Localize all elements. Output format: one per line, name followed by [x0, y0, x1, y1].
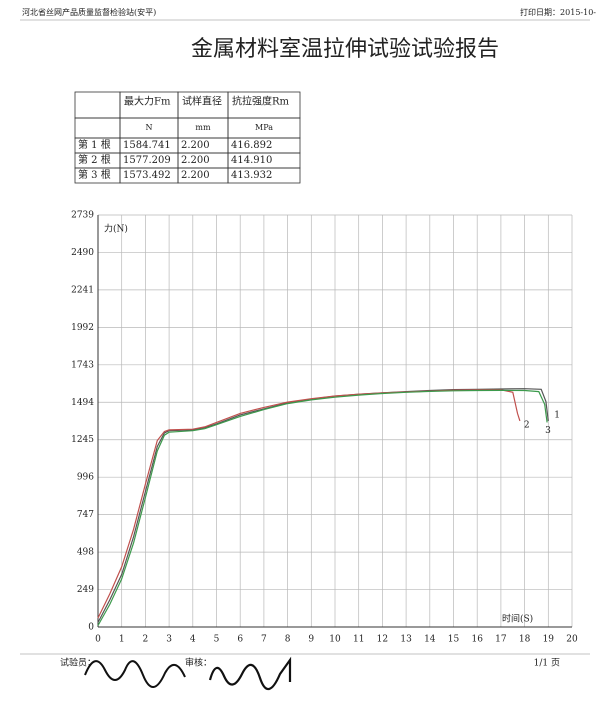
footer-tester: 试验员： [60, 657, 96, 669]
y-tick-label: 249 [77, 585, 94, 595]
signature [208, 656, 292, 691]
x-tick-label: 1 [119, 635, 125, 645]
series-label: 3 [545, 426, 551, 436]
table-value: 1577.209 [123, 155, 171, 166]
table-unit: N [146, 123, 153, 132]
x-tick-label: 10 [329, 635, 341, 645]
signature [84, 660, 186, 688]
y-tick-label: 0 [88, 623, 94, 633]
x-tick-label: 2 [143, 635, 149, 645]
x-tick-label: 0 [95, 635, 101, 645]
table-value: 1573.492 [123, 170, 171, 181]
y-tick-label: 1245 [71, 435, 94, 445]
table-unit: mm [195, 123, 211, 132]
x-tick-label: 19 [543, 635, 555, 645]
x-tick-label: 18 [519, 635, 531, 645]
y-tick-label: 1992 [71, 323, 94, 333]
y-tick-label: 996 [77, 473, 94, 483]
y-tick-label: 2739 [71, 211, 94, 221]
y-tick-label: 747 [77, 510, 94, 520]
table-value: 1584.741 [123, 140, 171, 151]
table-cell [74, 117, 121, 139]
x-tick-label: 15 [448, 635, 460, 645]
table-value: 第 3 根 [78, 168, 111, 181]
x-tick-label: 5 [214, 635, 220, 645]
table-cell [227, 167, 301, 184]
x-tick-label: 6 [237, 635, 243, 645]
y-tick-label: 1494 [71, 398, 94, 408]
x-tick-label: 13 [400, 635, 412, 645]
footer-reviewer: 审核： [185, 657, 212, 669]
x-tick-label: 8 [285, 635, 291, 645]
header-org: 河北省丝网产品质量监督检验站(安平) [22, 7, 156, 17]
x-axis-label: 时间(S) [502, 613, 533, 625]
x-tick-label: 20 [566, 635, 578, 645]
table-value: 416.892 [231, 140, 272, 151]
x-tick-label: 7 [261, 635, 267, 645]
x-tick-label: 9 [308, 635, 314, 645]
footer-page: 1/1 页 [534, 658, 560, 669]
x-tick-label: 17 [495, 635, 507, 645]
report-title: 金属材料室温拉伸试验试验报告 [191, 37, 499, 62]
x-tick-label: 3 [166, 635, 172, 645]
table-value: 2.200 [181, 140, 210, 151]
x-tick-label: 12 [377, 635, 388, 645]
table-value: 第 2 根 [78, 153, 111, 166]
x-tick-label: 14 [424, 635, 436, 645]
y-tick-label: 498 [77, 548, 94, 558]
table-header: 试样直径 [182, 95, 222, 108]
table-cell [74, 91, 121, 119]
data-line [97, 388, 549, 623]
x-tick-label: 11 [353, 635, 364, 645]
table-value: 2.200 [181, 170, 210, 181]
table-value: 413.932 [231, 170, 272, 181]
data-line [97, 389, 548, 626]
y-tick-label: 2490 [71, 248, 94, 258]
series-label: 1 [554, 410, 560, 420]
result-table: 最大力Fm 试样直径 抗拉强度Rm N mm MPa 第 1 根 1584.741 2.200 4… [74, 91, 301, 184]
table-unit: MPa [255, 123, 273, 132]
table-value: 第 1 根 [78, 138, 111, 151]
y-axis-label: 力(N) [104, 223, 128, 235]
series-label: 2 [524, 420, 530, 430]
data-line [97, 389, 521, 619]
x-tick-label: 4 [190, 635, 196, 645]
chart: 0249498747996124514941743199222412490273… [71, 211, 578, 645]
table-value: 414.910 [231, 155, 272, 166]
header-date: 打印日期：2015-10- [520, 7, 596, 17]
x-tick-label: 16 [471, 635, 483, 645]
y-tick-label: 2241 [71, 285, 94, 295]
table-header: 最大力Fm [124, 95, 171, 108]
table-value: 2.200 [181, 155, 210, 166]
table-header: 抗拉强度Rm [232, 95, 290, 108]
y-tick-label: 1743 [71, 360, 94, 370]
